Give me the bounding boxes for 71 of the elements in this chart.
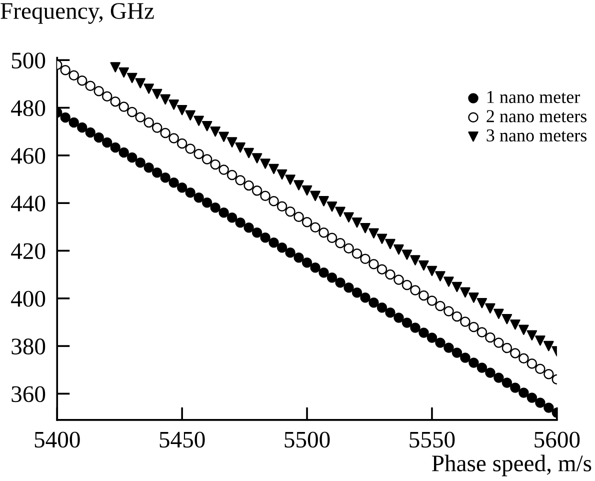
x-tick-label: 5400 [34, 432, 80, 448]
point [194, 116, 204, 126]
point [118, 67, 129, 78]
point [252, 153, 262, 164]
point [485, 303, 496, 314]
point [160, 94, 170, 105]
legend-label: 1 nano meter [487, 91, 580, 104]
point [235, 142, 246, 153]
point [394, 244, 404, 255]
point [352, 217, 362, 228]
point [426, 266, 438, 276]
point [244, 148, 254, 158]
y-tick-label: 460 [11, 148, 46, 164]
x-tick-label: 5450 [160, 432, 205, 448]
x-tick-label: 5600 [534, 432, 580, 448]
y-tick-label: 360 [12, 386, 46, 402]
point [468, 292, 479, 303]
point [502, 314, 512, 324]
point [452, 282, 462, 292]
point [494, 308, 504, 319]
point [268, 164, 279, 174]
point [126, 72, 138, 84]
legend-label: 3 nano meters [486, 129, 587, 142]
point [418, 260, 429, 271]
point [144, 84, 154, 94]
point [518, 324, 529, 335]
point [544, 340, 554, 352]
y-tick-label: 400 [11, 290, 46, 307]
point [276, 169, 288, 180]
point [302, 185, 312, 196]
x-axis-title: Phase speed, m/s [432, 454, 592, 476]
point [260, 158, 270, 169]
point [435, 271, 446, 282]
point [376, 234, 388, 244]
point [402, 250, 412, 260]
y-tick-label: 380 [12, 338, 46, 354]
y-tick-label: 480 [11, 100, 46, 116]
point [152, 88, 162, 100]
point [326, 202, 338, 212]
point [310, 190, 320, 202]
point [176, 105, 188, 116]
y-axis-title: Frequency, GHz [0, 3, 154, 24]
point [168, 100, 179, 110]
point [135, 78, 146, 88]
point [285, 174, 296, 185]
point [226, 137, 238, 148]
y-tick-label: 440 [11, 196, 46, 212]
point [344, 212, 354, 222]
x-tick-label: 5500 [284, 432, 330, 448]
point [218, 132, 229, 142]
point [510, 319, 520, 330]
point [444, 276, 454, 287]
point [335, 206, 346, 218]
point [476, 298, 488, 308]
point [210, 126, 220, 137]
point [110, 62, 120, 72]
point [460, 287, 470, 298]
point [360, 222, 370, 234]
point [202, 120, 212, 132]
y-tick-label: 420 [11, 243, 46, 260]
point [526, 330, 538, 340]
y-tick-label: 500 [12, 52, 46, 69]
point [318, 196, 329, 206]
point [368, 228, 379, 238]
point [185, 110, 196, 121]
legend-label: 2 nano meters [486, 110, 587, 122]
point [410, 255, 420, 266]
point [535, 335, 546, 346]
x-tick-label: 5550 [410, 432, 455, 448]
point [385, 238, 396, 250]
point [294, 180, 304, 190]
